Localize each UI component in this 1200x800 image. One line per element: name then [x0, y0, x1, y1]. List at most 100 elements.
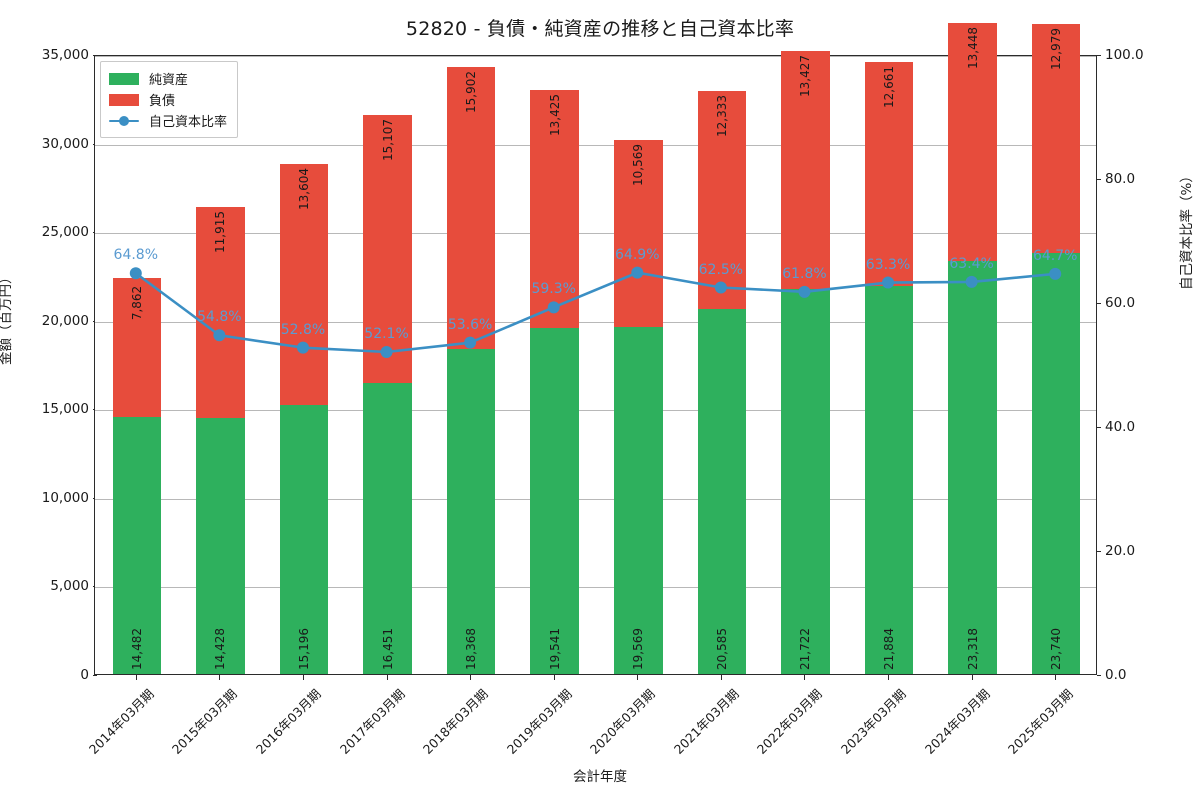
- bar-value-label: 21,722: [798, 628, 813, 670]
- bar-segment-net-assets[interactable]: 14,482: [112, 417, 162, 674]
- bar-value-label: 15,196: [296, 628, 311, 670]
- bar-value-label: 19,569: [631, 628, 646, 670]
- bar-segment-liabilities[interactable]: 7,862: [112, 278, 162, 418]
- x-tick-label: 2022年03月期: [754, 686, 826, 757]
- bar-segment-net-assets[interactable]: 14,428: [196, 418, 245, 674]
- bar-value-label: 12,333: [714, 94, 729, 137]
- bar-segment-net-assets[interactable]: 18,368: [446, 348, 496, 674]
- y-tick-label-left: 0: [7, 667, 97, 683]
- gridline: [95, 233, 1096, 235]
- y-tick-label-left: 25,000: [7, 224, 97, 240]
- bar-stack[interactable]: 14,482 7,862: [112, 278, 162, 674]
- x-tick-label: 2018年03月期: [419, 686, 491, 757]
- x-tick-label: 2023年03月期: [837, 686, 909, 757]
- bar-value-label: 13,427: [798, 55, 813, 98]
- x-tick-label: 2014年03月期: [85, 686, 157, 757]
- x-tick-mark: [804, 675, 806, 680]
- bar-value-label: 13,448: [965, 26, 980, 69]
- bar-stack[interactable]: 14,428 11,915: [196, 207, 245, 674]
- y-tick-label-left: 5,000: [7, 578, 97, 594]
- bar-value-label: 23,318: [965, 628, 980, 670]
- legend-label: 純資産: [149, 73, 189, 88]
- x-tick-mark: [470, 675, 472, 680]
- bar-segment-liabilities[interactable]: 13,604: [279, 163, 329, 405]
- bar-segment-net-assets[interactable]: 20,585: [697, 309, 747, 674]
- x-tick-mark: [637, 675, 639, 680]
- bar-stack[interactable]: 23,318 13,448: [948, 22, 997, 674]
- y-tick-label-left: 10,000: [7, 490, 97, 506]
- bar-stack[interactable]: 19,569 10,569: [614, 140, 663, 674]
- bar-value-label: 23,740: [1049, 628, 1064, 670]
- bar-segment-liabilities[interactable]: 12,979: [1031, 23, 1081, 254]
- y-tick-label-left: 20,000: [7, 313, 97, 329]
- bar-segment-net-assets[interactable]: 21,722: [781, 289, 830, 674]
- equity-ratio-value-label: 59.3%: [531, 281, 576, 298]
- equity-ratio-value-label: 61.8%: [782, 265, 827, 282]
- x-tick-mark: [302, 675, 304, 680]
- bar-segment-net-assets[interactable]: 16,451: [363, 382, 412, 674]
- bar-value-label: 20,585: [714, 628, 729, 670]
- bar-segment-liabilities[interactable]: 15,107: [363, 114, 412, 383]
- x-axis-label: 会計年度: [573, 769, 627, 785]
- legend-line-marker-icon: [109, 115, 139, 127]
- legend-item-3[interactable]: 自己資本比率: [109, 110, 227, 131]
- bar-stack[interactable]: 21,722 13,427: [781, 51, 830, 674]
- chart-legend: 純資産 負債自己資本比率: [100, 61, 239, 138]
- bar-segment-liabilities[interactable]: 13,427: [781, 51, 830, 290]
- bar-value-label: 14,482: [129, 628, 144, 670]
- bar-value-label: 21,884: [882, 628, 897, 670]
- bar-value-label: 19,541: [547, 628, 562, 670]
- page-title: 52820 - 負債・純資産の推移と自己資本比率: [405, 18, 795, 40]
- x-tick-label: 2017年03月期: [336, 686, 408, 757]
- x-tick-label: 2015年03月期: [169, 686, 241, 757]
- bar-segment-net-assets[interactable]: 19,569: [614, 327, 663, 674]
- x-tick-label: 2025年03月期: [1005, 686, 1076, 757]
- gridline: [95, 587, 1096, 589]
- bar-segment-liabilities[interactable]: 13,448: [948, 22, 997, 261]
- bar-segment-liabilities[interactable]: 12,661: [864, 62, 914, 287]
- bar-segment-net-assets[interactable]: 21,884: [864, 286, 914, 674]
- bar-stack[interactable]: 15,196 13,604: [279, 163, 329, 674]
- bar-segment-net-assets[interactable]: 23,740: [1031, 253, 1081, 674]
- equity-ratio-value-label: 64.7%: [1032, 247, 1078, 264]
- bar-segment-net-assets[interactable]: 19,541: [530, 327, 579, 674]
- gridline: [95, 498, 1096, 500]
- equity-ratio-value-label: 64.9%: [615, 246, 660, 263]
- legend-swatch-icon: [109, 72, 139, 85]
- bar-segment-liabilities[interactable]: 10,569: [614, 140, 663, 328]
- bar-stack[interactable]: 20,585 12,333: [697, 90, 747, 674]
- bar-segment-net-assets[interactable]: 23,318: [948, 260, 997, 674]
- bar-value-label: 14,428: [213, 628, 228, 670]
- bar-stack[interactable]: 18,368 15,902: [446, 66, 496, 674]
- equity-ratio-value-label: 52.8%: [280, 321, 326, 338]
- bar-value-label: 11,915: [213, 211, 228, 254]
- bar-value-label: 16,451: [380, 628, 395, 670]
- y-tick-label-left: 15,000: [7, 401, 97, 417]
- bar-stack[interactable]: 19,541 13,425: [530, 90, 579, 674]
- legend-label: 自己資本比率: [149, 115, 228, 130]
- bar-value-label: 12,979: [1049, 27, 1064, 70]
- gridline: [95, 56, 1096, 57]
- bar-stack[interactable]: 16,451 15,107: [363, 114, 412, 674]
- y-tick-label-right: 60.0: [1097, 295, 1187, 311]
- legend-item-2[interactable]: 負債: [109, 89, 227, 110]
- bar-segment-liabilities[interactable]: 15,902: [446, 66, 496, 349]
- plot-area: 14,482 7,862 14,428 11,915 15,196 13,604 16,45…: [94, 22, 1097, 675]
- x-tick-mark: [971, 675, 973, 680]
- x-tick-mark: [219, 675, 221, 680]
- bar-value-label: 13,425: [547, 94, 562, 137]
- y-tick-label-right: 40.0: [1097, 419, 1187, 435]
- x-tick-mark: [135, 675, 137, 680]
- x-tick-label: 2016年03月期: [252, 686, 324, 757]
- equity-ratio-value-label: 63.4%: [949, 255, 994, 272]
- x-tick-mark: [888, 675, 890, 680]
- equity-ratio-value-label: 54.8%: [197, 309, 242, 326]
- gridline: [95, 410, 1096, 412]
- bar-stack[interactable]: 21,884 12,661: [864, 62, 914, 674]
- equity-ratio-value-label: 64.8%: [113, 247, 159, 264]
- bar-stack[interactable]: 23,740 12,979: [1031, 23, 1081, 674]
- x-tick-label: 2024年03月期: [921, 686, 993, 757]
- y-tick-label-right: 100.0: [1097, 47, 1187, 63]
- bar-segment-net-assets[interactable]: 15,196: [279, 404, 329, 674]
- legend-item-1[interactable]: 純資産: [109, 68, 227, 89]
